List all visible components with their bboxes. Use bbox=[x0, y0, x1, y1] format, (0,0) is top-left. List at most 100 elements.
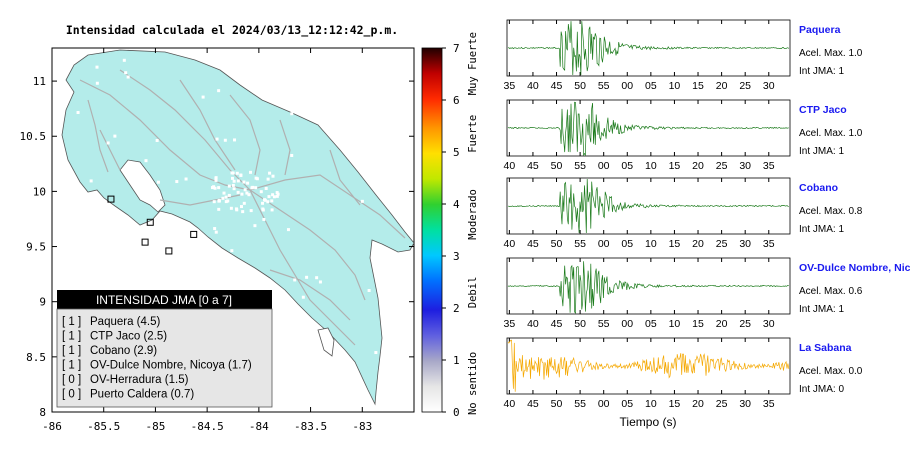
waveform-tick-label: 25 bbox=[716, 238, 728, 250]
waveform-tick-label: 55 bbox=[574, 398, 586, 410]
grid-point bbox=[217, 186, 221, 190]
station-name: Cobano bbox=[799, 182, 838, 194]
waveform-tick-label: 05 bbox=[645, 80, 657, 92]
grid-point bbox=[266, 200, 270, 204]
intensity-legend: INTENSIDAD JMA [0 a 7] [ 1 ] Paquera (4.5… bbox=[56, 290, 273, 408]
waveform-tick-label: 35 bbox=[763, 238, 775, 250]
grid-point bbox=[76, 111, 80, 115]
nicoya-gulf bbox=[119, 159, 166, 213]
grid-point bbox=[243, 188, 247, 192]
waveform-panel: 40 45 50 55 00 05 10 15 20 25 30 35 La Sabana Acel. M… bbox=[504, 337, 863, 410]
grid-point bbox=[293, 278, 297, 282]
waveform-tick-label: 15 bbox=[669, 398, 681, 410]
waveform-tick-label: 40 bbox=[504, 398, 516, 410]
colorbar-tick-label: 5 bbox=[453, 146, 460, 159]
grid-point bbox=[263, 198, 267, 202]
colorbar-bar bbox=[421, 47, 443, 413]
waveform-tick-label: 10 bbox=[645, 398, 657, 410]
grid-point bbox=[210, 186, 214, 190]
grid-point bbox=[262, 217, 266, 221]
waveform-tick-label: 55 bbox=[574, 238, 586, 250]
map-y-tick-label: 10 bbox=[33, 185, 46, 198]
legend-item-name: OV-Dulce Nombre, Nicoya (1.7) bbox=[90, 360, 252, 372]
station-markers bbox=[107, 195, 198, 255]
grid-point bbox=[247, 193, 251, 197]
station-name: Paquera bbox=[799, 24, 841, 36]
legend-item-name: Cobano (2.9) bbox=[90, 345, 157, 357]
waveform-tick-label: 20 bbox=[716, 318, 728, 330]
legend-item-name: OV-Herradura (1.5) bbox=[90, 374, 189, 386]
waveform-trace bbox=[507, 21, 790, 76]
map-x-tick-label: -84.5 bbox=[191, 420, 224, 433]
waveform-tick-label: 50 bbox=[551, 160, 563, 172]
waveform-tick-label: 35 bbox=[504, 318, 516, 330]
grid-point bbox=[95, 65, 99, 69]
grid-point bbox=[214, 176, 218, 180]
grid-point bbox=[318, 280, 322, 284]
waveform-tick-label: 30 bbox=[739, 160, 751, 172]
waveform-tick-label: 50 bbox=[551, 238, 563, 250]
grid-point bbox=[253, 224, 257, 228]
waveform-tick-label: 15 bbox=[692, 80, 704, 92]
waveform-tick-label: 55 bbox=[598, 318, 610, 330]
grid-point bbox=[106, 141, 110, 145]
waveform-tick-label: 05 bbox=[621, 238, 633, 250]
grid-point bbox=[231, 183, 235, 187]
grid-point bbox=[126, 75, 130, 79]
waveform-tick-label: 40 bbox=[527, 80, 539, 92]
grid-point bbox=[270, 199, 274, 203]
colorbar-tick-label: 0 bbox=[453, 406, 460, 419]
grid-point bbox=[113, 134, 117, 138]
grid-point bbox=[270, 208, 274, 212]
colorbar-tick-label: 6 bbox=[453, 94, 460, 107]
intensity-grid-points bbox=[76, 58, 378, 355]
grid-point bbox=[271, 193, 275, 197]
colorbar-tick-label: 4 bbox=[453, 198, 460, 211]
waveform-tick-label: 50 bbox=[551, 398, 563, 410]
waveform-tick-label: 30 bbox=[763, 318, 775, 330]
map-y-axis: 11 10.5 10 9.5 9 8.5 8 bbox=[20, 75, 414, 419]
grid-point bbox=[230, 249, 234, 253]
grid-point bbox=[272, 195, 276, 199]
grid-point bbox=[95, 81, 99, 85]
waveform-panel: 35 40 45 50 55 00 05 10 15 20 25 30 Paquera Acel. Max… bbox=[504, 19, 863, 92]
waveform-trace bbox=[507, 101, 789, 157]
waveform-tick-label: 55 bbox=[574, 160, 586, 172]
legend-item-level: [ 0 ] bbox=[62, 389, 81, 401]
waveform-xlabel: Tiempo (s) bbox=[620, 415, 677, 429]
grid-point bbox=[255, 177, 259, 181]
station-marker bbox=[141, 238, 149, 246]
map-y-tick-label: 9.5 bbox=[26, 241, 46, 254]
colorbar-tick-label: 3 bbox=[453, 250, 460, 263]
grid-point bbox=[236, 179, 240, 183]
grid-point bbox=[267, 195, 271, 199]
station-intensity: Int JMA: 1 bbox=[799, 66, 844, 77]
grid-point bbox=[224, 195, 228, 199]
colorbar-level-label: Moderado bbox=[467, 189, 479, 240]
grid-point bbox=[241, 210, 245, 214]
map-x-tick-label: -86 bbox=[42, 420, 62, 433]
map-x-tick-label: -85 bbox=[145, 420, 165, 433]
grid-point bbox=[217, 89, 221, 93]
waveform-tick-label: 10 bbox=[645, 238, 657, 250]
station-accel: Acel. Max. 1.0 bbox=[799, 48, 863, 59]
waveform-tick-label: 10 bbox=[645, 160, 657, 172]
grid-point bbox=[201, 95, 205, 99]
map-x-tick-label: -84 bbox=[249, 420, 269, 433]
waveform-trace bbox=[508, 178, 789, 234]
grid-point bbox=[124, 71, 128, 75]
grid-point bbox=[290, 112, 294, 116]
colorbar-tick-label: 7 bbox=[453, 42, 460, 55]
legend-item-level: [ 0 ] bbox=[62, 374, 81, 386]
waveform-tick-label: 35 bbox=[763, 160, 775, 172]
grid-point bbox=[139, 192, 143, 196]
map-title: Intensidad calculada el 2024/03/13_12:12… bbox=[66, 23, 398, 38]
grid-point bbox=[215, 137, 219, 141]
waveform-tick-label: 25 bbox=[739, 80, 751, 92]
grid-point bbox=[156, 180, 160, 184]
waveform-tick-label: 00 bbox=[598, 160, 610, 172]
station-accel: Acel. Max. 1.0 bbox=[799, 128, 863, 139]
grid-point bbox=[286, 228, 290, 232]
colorbar-level-label: Debil bbox=[467, 277, 479, 309]
waveform-tick-label: 10 bbox=[669, 318, 681, 330]
